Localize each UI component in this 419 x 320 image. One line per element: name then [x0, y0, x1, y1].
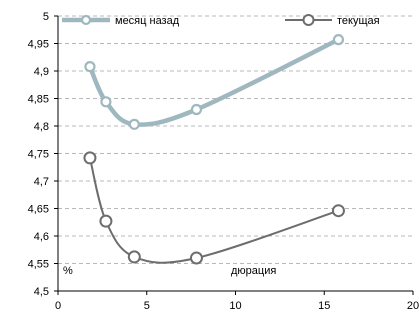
x-axis-ticks: 0 5 10 15 20 — [55, 300, 419, 312]
data-point — [331, 204, 345, 218]
y-tick-label: 4,85 — [28, 94, 49, 106]
x-tick-label: 0 — [55, 300, 61, 312]
data-point — [332, 34, 345, 46]
y-tick-label: 4,6 — [34, 231, 49, 243]
data-point — [99, 214, 113, 228]
series-lines — [83, 34, 345, 265]
y-tick-label: 4,55 — [28, 259, 49, 271]
legend-label: текущая — [337, 15, 380, 27]
data-point — [189, 251, 203, 265]
y-tick-label: 4,7 — [34, 176, 49, 188]
axes — [54, 15, 414, 295]
x-tick-label: 15 — [318, 300, 330, 312]
x-tick-label: 20 — [407, 300, 419, 312]
data-point — [127, 250, 141, 264]
y-tick-label: 4,9 — [34, 66, 49, 78]
y-tick-label: 4,75 — [28, 149, 49, 161]
series-line — [88, 156, 340, 264]
y-tick-label: 5 — [43, 11, 49, 23]
data-point — [83, 151, 97, 165]
y-unit-label: % — [63, 265, 73, 277]
x-unit-label: дюрация — [231, 265, 276, 277]
y-tick-label: 4,65 — [28, 204, 49, 216]
data-point — [84, 60, 96, 73]
legend-marker — [80, 14, 92, 26]
y-tick-label: 4,5 — [34, 286, 49, 298]
data-point — [128, 118, 140, 130]
y-tick-label: 4,95 — [28, 39, 49, 51]
y-axis-ticks: 4,5 4,55 4,6 4,65 4,7 4,75 4,8 4,85 4,9 4,95 5 — [28, 11, 49, 298]
legend: месяц назад текущая — [62, 14, 380, 27]
legend-label: месяц назад — [115, 15, 180, 27]
data-point — [100, 96, 112, 108]
x-tick-label: 5 — [144, 300, 150, 312]
y-tick-label: 4,8 — [34, 121, 49, 133]
grid-lines — [58, 15, 413, 264]
x-tick-label: 10 — [229, 300, 241, 312]
series-line — [87, 37, 341, 127]
legend-marker — [302, 14, 315, 26]
data-point — [190, 103, 203, 116]
